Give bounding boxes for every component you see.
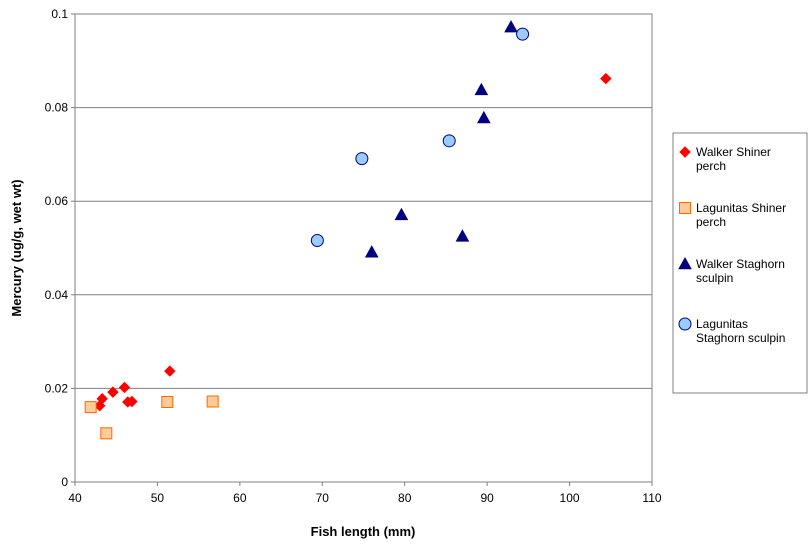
legend-frame bbox=[672, 132, 808, 394]
y-tick-label: 0 bbox=[61, 475, 68, 489]
data-point bbox=[394, 207, 409, 221]
data-point bbox=[476, 110, 491, 124]
legend-marker bbox=[679, 146, 691, 158]
x-tick-label: 50 bbox=[151, 491, 165, 505]
data-point bbox=[516, 27, 530, 41]
data-point bbox=[355, 152, 369, 166]
data-point bbox=[84, 401, 97, 414]
legend-marker bbox=[679, 202, 691, 214]
data-point bbox=[504, 20, 518, 33]
x-tick-label: 70 bbox=[316, 491, 330, 505]
legend-label: Walker Shiner perch bbox=[696, 145, 771, 173]
data-point bbox=[206, 395, 219, 408]
legend-marker bbox=[678, 256, 692, 270]
data-point bbox=[364, 245, 379, 258]
x-tick-label: 60 bbox=[233, 491, 247, 505]
x-tick-label: 100 bbox=[560, 491, 580, 505]
data-point bbox=[107, 386, 119, 398]
x-axis-title: Fish length (mm) bbox=[311, 524, 416, 539]
x-tick-label: 110 bbox=[642, 491, 661, 505]
gridlines bbox=[75, 13, 652, 389]
legend-label: Walker Staghorn sculpin bbox=[696, 257, 785, 285]
legend-label: Lagunitas Staghorn sculpin bbox=[696, 317, 785, 345]
y-axis-title: Mercury (ug/g, wet wt) bbox=[9, 179, 24, 316]
data-point bbox=[118, 381, 131, 394]
data-point bbox=[442, 134, 456, 148]
tick-labels: 0 0.02 0.04 0.06 0.08 0.1 40 50 60 70 80 90 100 110 bbox=[45, 7, 662, 505]
y-tick-label: 0.04 bbox=[45, 288, 69, 302]
data-point bbox=[100, 427, 113, 440]
data-point bbox=[164, 365, 176, 377]
data-points bbox=[84, 20, 612, 440]
x-tick-label: 80 bbox=[398, 491, 412, 505]
data-point bbox=[96, 392, 108, 405]
y-tick-label: 0.1 bbox=[51, 7, 68, 21]
data-point bbox=[474, 82, 489, 96]
data-point bbox=[310, 234, 324, 248]
x-tick-label: 90 bbox=[480, 491, 494, 505]
plot-area-frame bbox=[74, 13, 653, 483]
data-point bbox=[600, 72, 612, 85]
y-tick-label: 0.08 bbox=[45, 101, 69, 115]
data-point bbox=[455, 229, 470, 242]
x-tick-label: 40 bbox=[68, 491, 82, 505]
legend: Walker Shiner perch Lagunitas Shiner perch W… bbox=[672, 132, 808, 394]
legend-marker bbox=[678, 317, 692, 331]
data-point bbox=[126, 395, 138, 408]
data-point bbox=[161, 395, 174, 408]
y-tick-label: 0.06 bbox=[45, 194, 69, 208]
legend-label: Lagunitas Shiner perch bbox=[696, 201, 786, 229]
y-tick-label: 0.02 bbox=[45, 381, 69, 395]
